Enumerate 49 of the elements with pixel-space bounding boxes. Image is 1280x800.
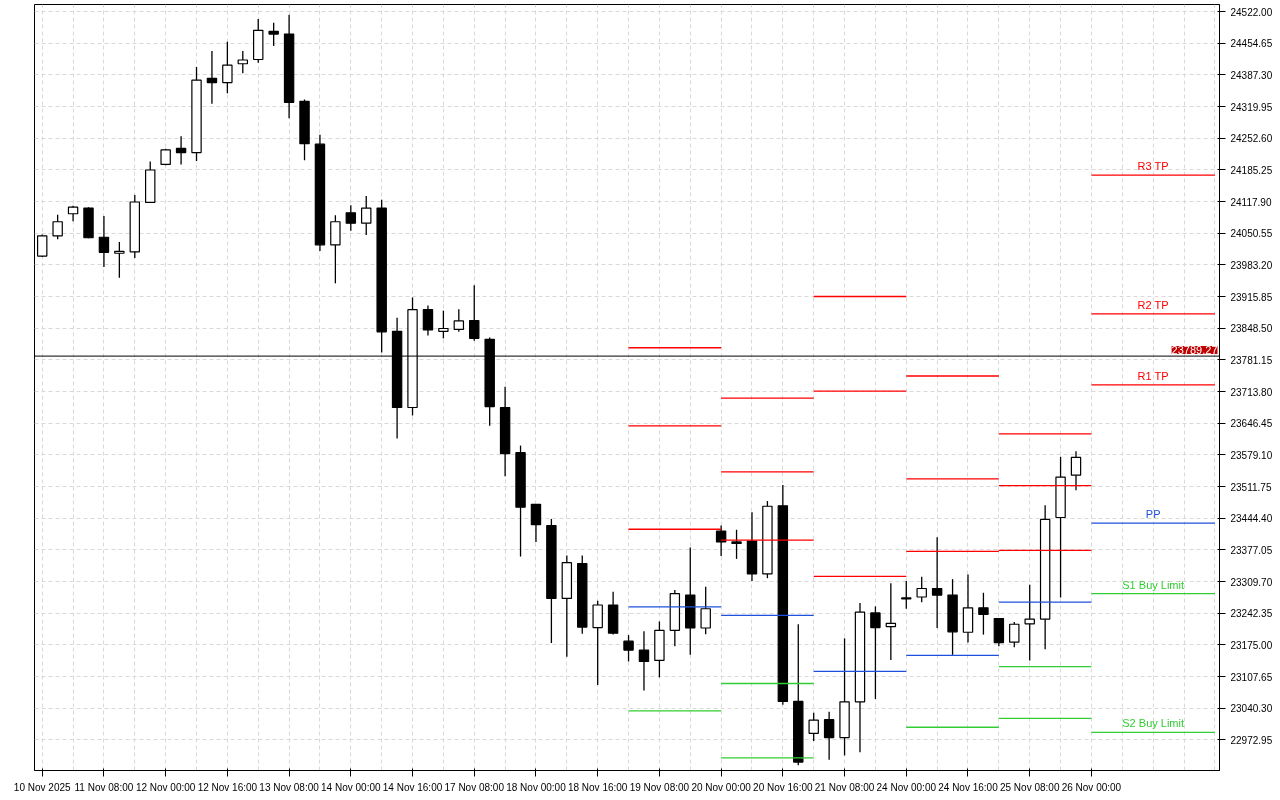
- y-tick-label: 23040.30: [1230, 703, 1273, 715]
- ref-line-label: 23789.27: [1171, 344, 1218, 357]
- y-tick-label: 22972.95: [1230, 734, 1273, 746]
- x-tick-label: 24 Nov 16:00: [938, 781, 999, 793]
- y-tick-label: 23242.35: [1230, 608, 1273, 620]
- x-tick-label: 21 Nov 08:00: [814, 781, 875, 793]
- y-tick-label: 23646.45: [1230, 418, 1273, 430]
- y-tick-label: 23848.50: [1230, 323, 1273, 335]
- x-tick-label: 25 Nov 08:00: [999, 781, 1060, 793]
- x-tick-label: 12 Nov 00:00: [135, 781, 196, 793]
- x-tick-label: 17 Nov 08:00: [444, 781, 505, 793]
- y-tick-label: 23713.80: [1230, 386, 1273, 398]
- series-label: R3 TP: [1137, 160, 1169, 173]
- y-tick-label: 24319.95: [1230, 101, 1273, 113]
- series-label: S2 Buy Limit: [1122, 717, 1185, 730]
- y-tick-label: 23309.70: [1230, 576, 1273, 588]
- y-tick-label: 24252.60: [1230, 133, 1273, 145]
- x-tick-label: 14 Nov 16:00: [382, 781, 443, 793]
- y-tick-label: 23983.20: [1230, 259, 1273, 271]
- x-tick-label: 13 Nov 08:00: [259, 781, 320, 793]
- x-tick-label: 20 Nov 00:00: [691, 781, 752, 793]
- x-tick-label: 24 Nov 00:00: [876, 781, 937, 793]
- x-tick-label: 18 Nov 00:00: [506, 781, 567, 793]
- x-tick-label: 26 Nov 00:00: [1061, 781, 1122, 793]
- y-tick-label: 24050.55: [1230, 228, 1273, 240]
- x-tick-label: 20 Nov 16:00: [753, 781, 814, 793]
- y-tick-label: 24454.65: [1230, 38, 1273, 50]
- y-tick-label: 24387.30: [1230, 69, 1273, 81]
- x-tick-label: 14 Nov 00:00: [321, 781, 381, 793]
- x-tick-label: 10 Nov 2025: [13, 781, 72, 793]
- series-label: R2 TP: [1137, 298, 1169, 311]
- series-label: PP: [1145, 508, 1161, 521]
- y-tick-label: 24522.00: [1230, 6, 1273, 18]
- x-tick-label: 18 Nov 16:00: [567, 781, 628, 793]
- x-tick-label: 11 Nov 08:00: [74, 781, 134, 793]
- y-tick-label: 24117.90: [1230, 196, 1272, 208]
- x-tick-label: 12 Nov 16:00: [197, 781, 258, 793]
- y-tick-label: 23175.00: [1230, 639, 1273, 651]
- y-tick-label: 23511.75: [1230, 481, 1272, 493]
- series-label: S1 Buy Limit: [1122, 578, 1185, 591]
- y-tick-label: 23915.85: [1230, 291, 1273, 303]
- y-tick-label: 23444.40: [1230, 513, 1273, 525]
- series-label: R1 TP: [1137, 369, 1169, 382]
- x-tick-label: 19 Nov 08:00: [629, 781, 690, 793]
- y-tick-label: 23579.10: [1230, 449, 1273, 461]
- y-tick-label: 23377.05: [1230, 544, 1273, 556]
- y-tick-label: 24185.25: [1230, 164, 1273, 176]
- y-tick-label: 23781.15: [1230, 354, 1273, 366]
- y-tick-label: 23107.65: [1230, 671, 1273, 683]
